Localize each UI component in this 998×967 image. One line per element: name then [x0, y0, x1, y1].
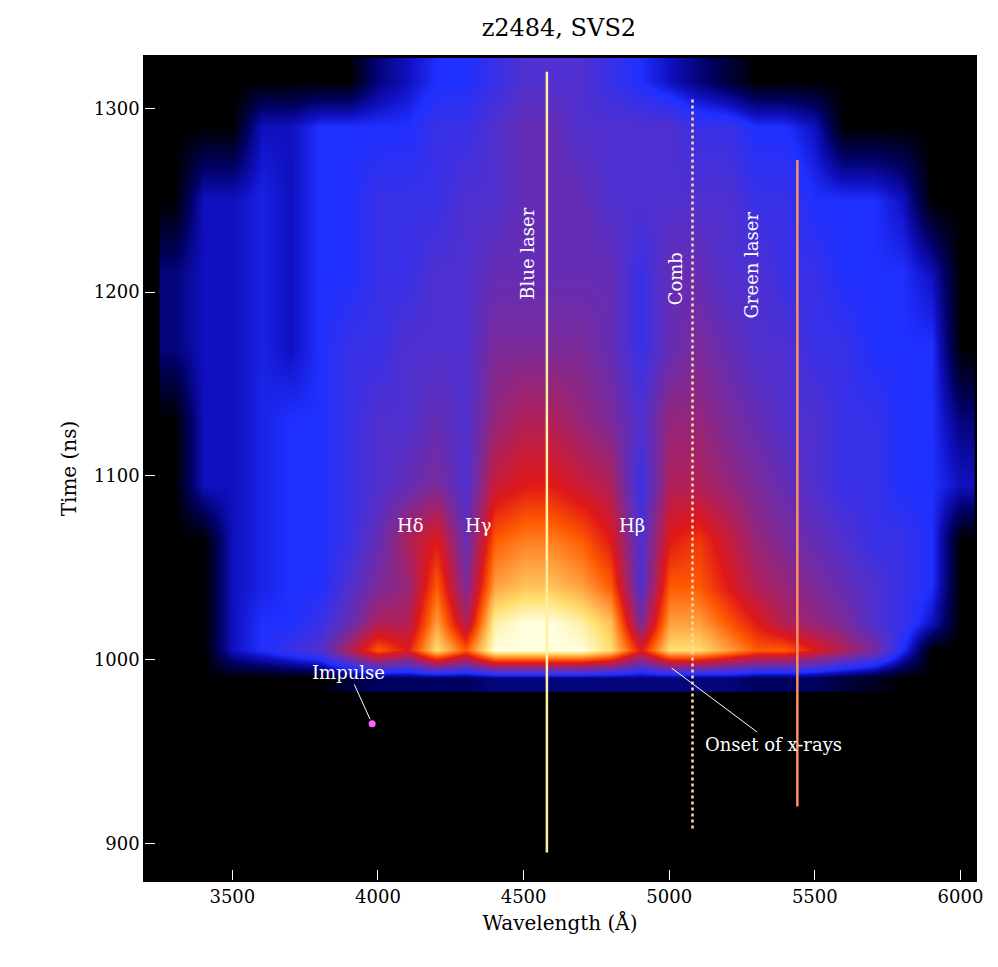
- svg-text:900: 900: [105, 833, 139, 854]
- svg-text:5000: 5000: [646, 886, 692, 907]
- svg-text:1300: 1300: [94, 98, 140, 119]
- svg-text:4500: 4500: [501, 886, 547, 907]
- svg-text:Hδ: Hδ: [397, 515, 424, 536]
- svg-text:Comb: Comb: [665, 252, 686, 305]
- svg-text:Hβ: Hβ: [619, 515, 645, 536]
- svg-text:5500: 5500: [792, 886, 838, 907]
- svg-text:Green laser: Green laser: [741, 212, 762, 319]
- svg-text:Wavelength (Å): Wavelength (Å): [482, 910, 637, 935]
- svg-text:Hγ: Hγ: [465, 515, 491, 536]
- svg-text:1100: 1100: [94, 465, 140, 486]
- svg-text:Onset of x-rays: Onset of x-rays: [705, 734, 842, 755]
- svg-text:1200: 1200: [94, 281, 140, 302]
- svg-text:6000: 6000: [938, 886, 984, 907]
- svg-text:Blue laser: Blue laser: [517, 207, 538, 299]
- svg-text:4000: 4000: [355, 886, 401, 907]
- svg-text:Impulse: Impulse: [312, 662, 385, 683]
- svg-text:1000: 1000: [94, 649, 140, 670]
- svg-text:Time (ns): Time (ns): [57, 421, 81, 517]
- svg-text:z2484, SVS2: z2484, SVS2: [482, 14, 636, 42]
- svg-text:3500: 3500: [209, 886, 255, 907]
